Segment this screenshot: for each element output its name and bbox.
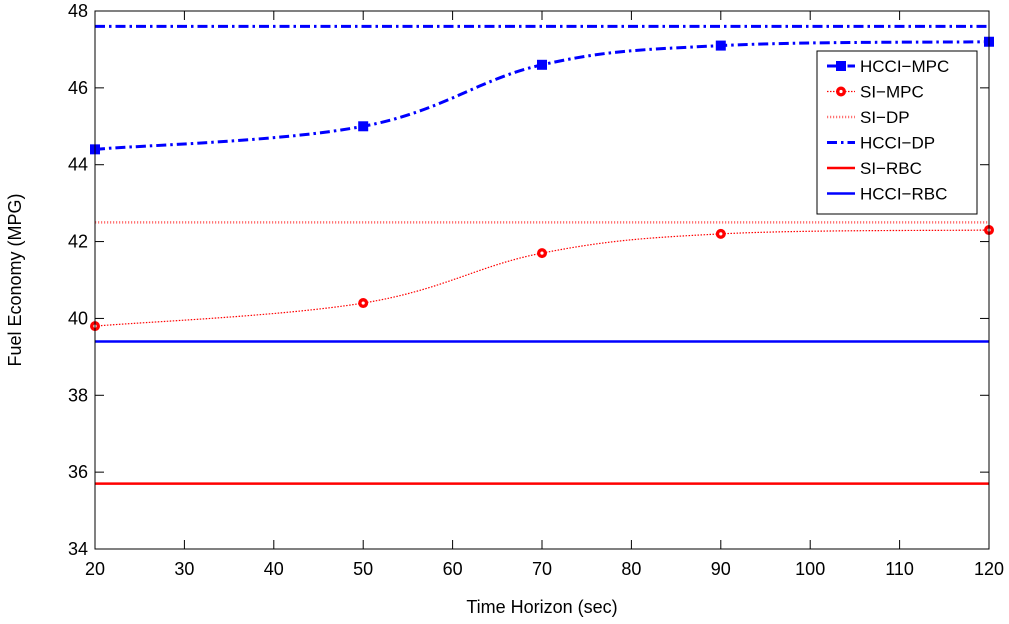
y-tick-label: 38: [68, 385, 88, 405]
data-point-hcci-mpc: [715, 40, 726, 51]
legend-box: [816, 50, 978, 215]
legend-label-hcci-mpc: HCCI−MPC: [860, 57, 949, 76]
x-tick-label: 100: [795, 559, 825, 579]
x-tick-label: 80: [621, 559, 641, 579]
data-point-si-mpc-center: [361, 301, 365, 305]
x-axis-label: Time Horizon (sec): [466, 597, 617, 617]
legend-label-hcci-rbc: HCCI−RBC: [860, 185, 947, 204]
x-tick-label: 50: [353, 559, 373, 579]
x-tick-label: 70: [532, 559, 552, 579]
legend-marker-si-mpc-center: [839, 89, 843, 94]
x-tick-label: 120: [974, 559, 1004, 579]
x-tick-label: 60: [443, 559, 463, 579]
legend: HCCI−MPC SI−MPC SI−DP HCCI−DP SI−RBC HCCI−RBC: [816, 50, 978, 215]
x-tick-label: 30: [174, 559, 194, 579]
legend-label-hcci-dp: HCCI−DP: [860, 134, 935, 153]
legend-marker-hcci-mpc: [836, 61, 846, 71]
x-tick-label: 90: [711, 559, 731, 579]
legend-label-si-rbc: SI−RBC: [860, 159, 922, 178]
x-tick-label: 40: [264, 559, 284, 579]
data-point-si-mpc-center: [719, 232, 723, 236]
x-tick-label: 110: [885, 559, 914, 579]
x-tick-label: 20: [85, 559, 105, 579]
series-line-si-mpc: [94, 229, 990, 327]
y-tick-label: 34: [68, 539, 88, 559]
y-tick-label: 42: [68, 232, 88, 252]
data-point-hcci-mpc: [358, 121, 369, 132]
ticks-layer: 20 30 40 50 60 70 80 90 100 110 120 34 36 38 40 42 44 46 4…: [68, 1, 1004, 579]
y-tick-label: 40: [68, 308, 88, 328]
legend-label-si-mpc: SI−MPC: [860, 83, 924, 102]
data-point-hcci-mpc: [537, 59, 547, 70]
y-tick-label: 44: [68, 155, 88, 175]
y-axis-label: Fuel Economy (MPG): [5, 193, 25, 366]
data-point-si-mpc-center: [540, 251, 544, 255]
legend-label-si-dp: SI−DP: [860, 108, 910, 127]
y-tick-label: 46: [68, 78, 88, 98]
y-tick-label: 48: [68, 1, 88, 21]
y-tick-label: 36: [68, 462, 88, 482]
